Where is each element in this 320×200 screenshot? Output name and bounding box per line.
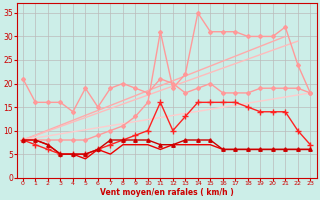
- X-axis label: Vent moyen/en rafales ( km/h ): Vent moyen/en rafales ( km/h ): [100, 188, 234, 197]
